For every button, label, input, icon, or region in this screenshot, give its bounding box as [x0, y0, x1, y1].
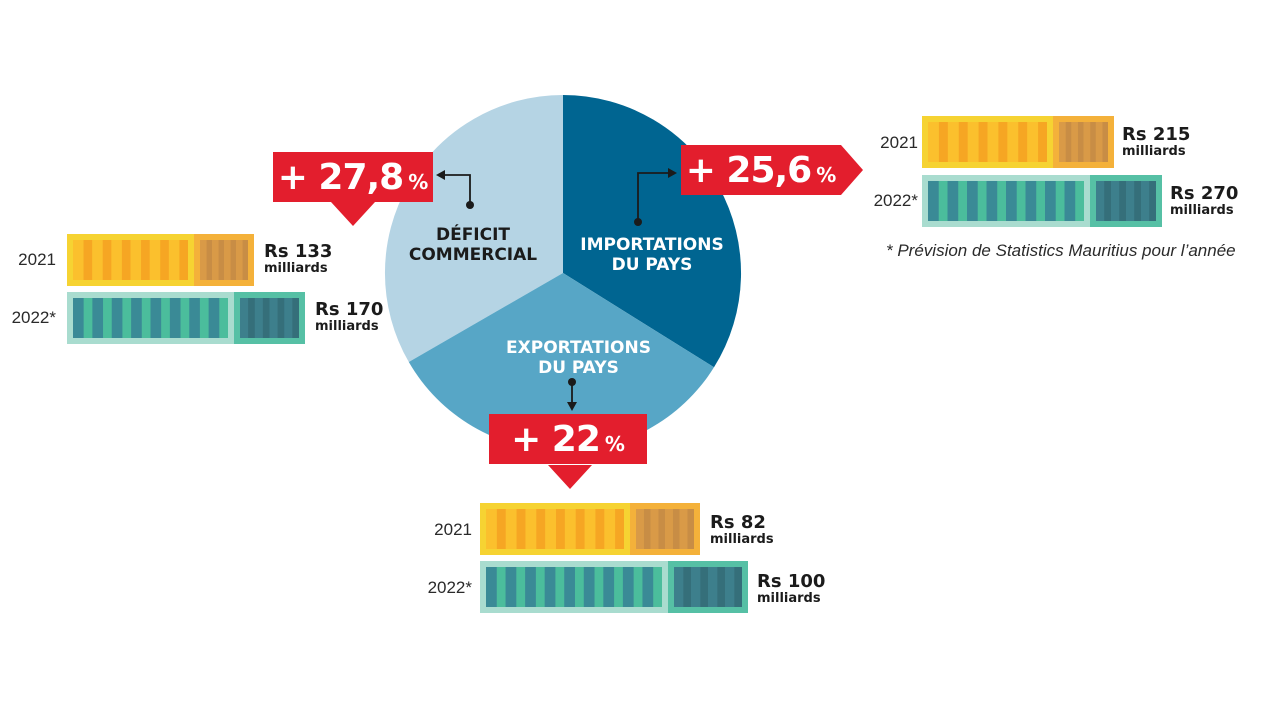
imports-2022-unit: milliards	[1170, 203, 1234, 218]
deficit-2021-unit: milliards	[264, 261, 328, 276]
imports-2021-amount: Rs 215	[1122, 124, 1191, 145]
imports-connector-arrowhead	[668, 168, 677, 178]
imports-connector-dot	[634, 218, 642, 226]
exports-connector-arrowhead	[567, 402, 577, 411]
exports-2022-amount-block: Rs 100 milliards	[757, 571, 826, 606]
imports-label: IMPORTATIONS DU PAYS	[580, 235, 724, 275]
deficit-2021-container	[67, 234, 254, 286]
exports-year-2022: 2022*	[427, 578, 472, 597]
deficit-change-badge: + 27,8%	[273, 152, 433, 202]
imports-2022-amount: Rs 270	[1170, 183, 1239, 204]
exports-label: EXPORTATIONS DU PAYS	[506, 338, 651, 378]
exports-year-2021: 2021	[434, 520, 472, 539]
deficit-badge-pointer	[331, 202, 375, 226]
footnote: * Prévision de Statistics Mauritius pour…	[886, 241, 1236, 260]
deficit-2022-amount-block: Rs 170 milliards	[315, 299, 384, 334]
imports-change-badge: + 25,6%	[681, 145, 841, 195]
deficit-2021-amount: Rs 133	[264, 241, 333, 262]
deficit-change-unit: %	[408, 170, 429, 194]
exports-badge-pointer	[548, 465, 592, 489]
exports-2021-unit: milliards	[710, 532, 774, 547]
deficit-connector	[442, 174, 471, 203]
exports-change-unit: %	[604, 432, 625, 456]
deficit-2022-container	[67, 292, 305, 344]
imports-connector	[637, 172, 670, 222]
deficit-connector-dot	[466, 201, 474, 209]
imports-year-2021: 2021	[880, 133, 918, 152]
exports-2021-container	[480, 503, 700, 555]
imports-2022-container	[922, 175, 1162, 227]
imports-2021-unit: milliards	[1122, 144, 1186, 159]
exports-2022-container	[480, 561, 748, 613]
deficit-2021-amount-block: Rs 133 milliards	[264, 241, 333, 276]
imports-badge-pointer	[841, 145, 863, 195]
deficit-year-2021: 2021	[18, 250, 56, 269]
imports-2021-container	[922, 116, 1114, 168]
deficit-year-2022: 2022*	[11, 308, 56, 327]
deficit-2022-amount: Rs 170	[315, 299, 384, 320]
exports-2022-amount: Rs 100	[757, 571, 826, 592]
imports-change-unit: %	[816, 163, 837, 187]
deficit-connector-arrowhead	[436, 170, 445, 180]
exports-2021-amount-block: Rs 82 milliards	[710, 512, 774, 547]
deficit-label: DÉFICIT COMMERCIAL	[408, 225, 538, 265]
pie-slice-exports	[408, 273, 714, 452]
exports-change-value: + 22	[511, 418, 601, 460]
imports-2021-amount-block: Rs 215 milliards	[1122, 124, 1191, 159]
imports-change-value: + 25,6	[685, 149, 813, 191]
exports-2022-unit: milliards	[757, 591, 821, 606]
deficit-2022-unit: milliards	[315, 319, 379, 334]
exports-connector-dot	[568, 378, 576, 386]
exports-change-badge: + 22%	[489, 414, 647, 464]
exports-2021-amount: Rs 82	[710, 512, 766, 533]
imports-year-2022: 2022*	[873, 191, 918, 210]
imports-2022-amount-block: Rs 270 milliards	[1170, 183, 1239, 218]
deficit-change-value: + 27,8	[277, 156, 405, 198]
